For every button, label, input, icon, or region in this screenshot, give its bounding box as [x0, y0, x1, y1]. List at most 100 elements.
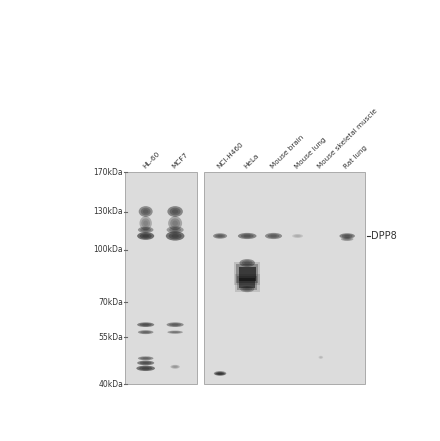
Ellipse shape	[214, 371, 226, 376]
Text: 55kDa: 55kDa	[98, 333, 123, 342]
Text: DPP8: DPP8	[371, 231, 397, 241]
Ellipse shape	[167, 226, 183, 233]
Bar	[234, 262, 260, 285]
Ellipse shape	[143, 220, 148, 226]
Ellipse shape	[172, 366, 178, 368]
Ellipse shape	[169, 323, 181, 326]
Ellipse shape	[141, 218, 150, 228]
Ellipse shape	[167, 206, 183, 217]
Ellipse shape	[241, 234, 254, 238]
Ellipse shape	[170, 365, 180, 369]
Ellipse shape	[343, 238, 352, 240]
Ellipse shape	[140, 233, 152, 239]
Text: 170kDa: 170kDa	[94, 168, 123, 177]
Text: HeLa: HeLa	[243, 153, 260, 170]
Ellipse shape	[339, 233, 355, 239]
Ellipse shape	[140, 361, 152, 365]
Ellipse shape	[342, 234, 352, 238]
Ellipse shape	[172, 234, 179, 238]
Ellipse shape	[140, 357, 151, 360]
Ellipse shape	[215, 234, 225, 238]
Ellipse shape	[138, 356, 154, 360]
Ellipse shape	[265, 233, 282, 239]
Text: Mouse lung: Mouse lung	[293, 136, 327, 170]
Ellipse shape	[244, 288, 250, 290]
Ellipse shape	[295, 235, 300, 237]
Ellipse shape	[216, 373, 224, 375]
Ellipse shape	[172, 332, 178, 333]
Ellipse shape	[142, 324, 149, 325]
Ellipse shape	[345, 238, 350, 240]
Ellipse shape	[137, 322, 154, 327]
Text: Mouse skeletal muscle: Mouse skeletal muscle	[317, 108, 379, 170]
Text: Rat lung: Rat lung	[343, 144, 368, 170]
Ellipse shape	[143, 209, 148, 214]
Ellipse shape	[170, 218, 180, 228]
Bar	[237, 276, 257, 290]
Ellipse shape	[216, 372, 224, 375]
Ellipse shape	[140, 228, 151, 232]
Ellipse shape	[240, 286, 254, 292]
Ellipse shape	[217, 235, 223, 237]
Ellipse shape	[213, 233, 227, 239]
Bar	[239, 278, 255, 288]
Ellipse shape	[268, 234, 279, 238]
Ellipse shape	[172, 228, 179, 231]
Ellipse shape	[215, 372, 226, 375]
Bar	[238, 267, 256, 280]
Text: 100kDa: 100kDa	[94, 246, 123, 254]
Ellipse shape	[138, 227, 154, 233]
Ellipse shape	[142, 367, 150, 370]
Ellipse shape	[173, 366, 177, 367]
Ellipse shape	[138, 330, 154, 334]
Text: 70kDa: 70kDa	[98, 298, 123, 306]
Ellipse shape	[239, 259, 255, 267]
Bar	[236, 265, 258, 283]
Ellipse shape	[172, 324, 179, 325]
Ellipse shape	[172, 209, 178, 214]
Ellipse shape	[244, 262, 250, 265]
Text: 40kDa: 40kDa	[98, 380, 123, 389]
Ellipse shape	[170, 331, 180, 333]
Ellipse shape	[137, 361, 154, 365]
Bar	[125, 172, 197, 384]
Ellipse shape	[139, 217, 152, 230]
Ellipse shape	[344, 235, 350, 237]
Ellipse shape	[169, 228, 181, 232]
Ellipse shape	[139, 206, 153, 217]
Ellipse shape	[270, 235, 277, 237]
Ellipse shape	[292, 234, 303, 238]
Ellipse shape	[143, 228, 149, 231]
Ellipse shape	[294, 235, 301, 237]
Ellipse shape	[168, 217, 182, 230]
Ellipse shape	[143, 358, 149, 359]
Ellipse shape	[166, 232, 184, 241]
Ellipse shape	[167, 322, 183, 327]
Ellipse shape	[218, 373, 223, 374]
Ellipse shape	[136, 366, 155, 371]
Ellipse shape	[319, 356, 323, 359]
Text: Mouse brain: Mouse brain	[269, 135, 305, 170]
Ellipse shape	[143, 332, 149, 333]
Ellipse shape	[319, 356, 323, 359]
Text: NCI-H460: NCI-H460	[216, 141, 245, 170]
Ellipse shape	[170, 208, 180, 215]
Ellipse shape	[341, 237, 353, 241]
Ellipse shape	[140, 323, 152, 326]
Ellipse shape	[137, 232, 154, 240]
Text: 130kDa: 130kDa	[94, 207, 123, 216]
Ellipse shape	[139, 366, 152, 370]
Text: HL-60: HL-60	[141, 151, 161, 170]
Ellipse shape	[142, 235, 149, 238]
Ellipse shape	[142, 362, 149, 364]
Text: MCF7: MCF7	[171, 152, 189, 170]
Bar	[235, 274, 260, 292]
Ellipse shape	[169, 233, 182, 239]
Ellipse shape	[172, 220, 178, 226]
Ellipse shape	[242, 287, 252, 291]
Ellipse shape	[167, 331, 183, 334]
Ellipse shape	[243, 235, 251, 237]
Ellipse shape	[242, 260, 253, 265]
Ellipse shape	[141, 208, 150, 215]
Ellipse shape	[218, 373, 222, 374]
